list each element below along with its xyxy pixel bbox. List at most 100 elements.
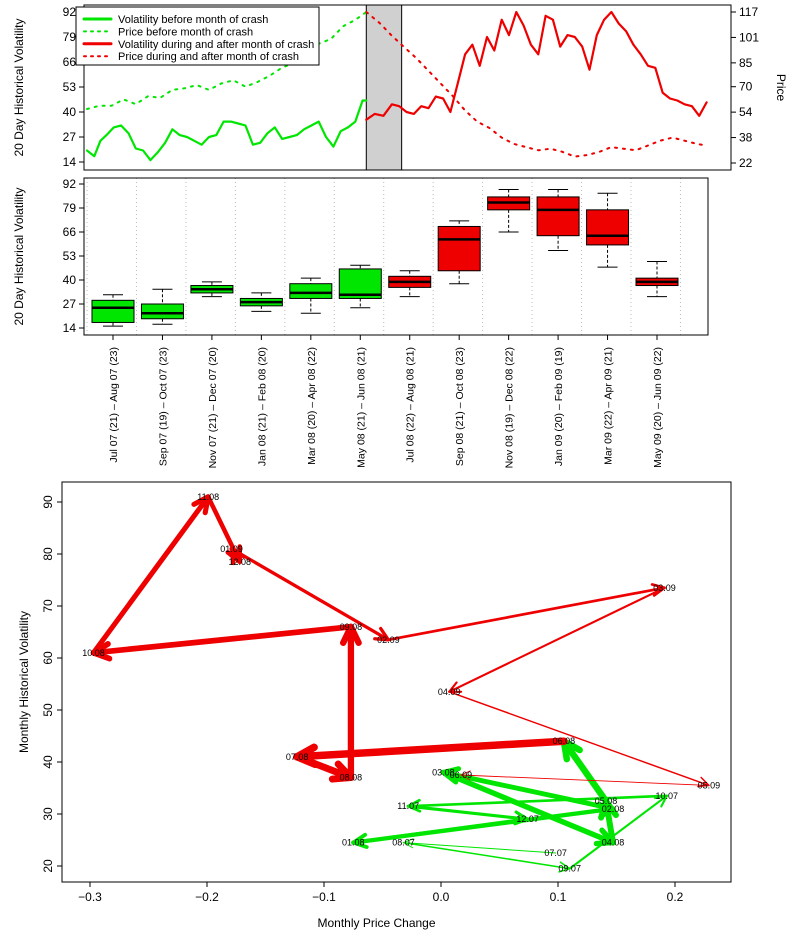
price-change-vs-volatility-panel: 07.07 08.07 09.07 10.07 11.07 12.07 01.08 02.08… xyxy=(17,481,732,930)
arrow-shaft xyxy=(90,623,354,656)
timeseries-legend: Volatility before month of crash Price b… xyxy=(75,6,320,66)
point-label-02-08: 02.08 xyxy=(602,804,625,814)
box-5 xyxy=(289,277,333,314)
box-6 xyxy=(338,264,382,309)
category-label-8: Nov 08 (19) – Dec 08 (22) xyxy=(504,347,516,468)
point-label-10-07: 10.07 xyxy=(656,791,679,801)
category-label-6: Jul 08 (22) – Aug 08 (21) xyxy=(405,347,417,463)
timeseries-y-axis-label: 20 Day Historical Volatility xyxy=(12,18,26,156)
y-tick-label-3: 53 xyxy=(63,249,77,263)
y-tick-label-6: 80 xyxy=(41,547,55,561)
volatility-boxplot-panel: 14 27 40 53 66 79 92 Jul 07 (21) – Aug 07 (23)… xyxy=(12,177,709,468)
y-tick-label-1: 27 xyxy=(63,130,77,144)
box-body xyxy=(437,225,481,272)
arrow-shaft xyxy=(351,806,616,845)
series-line-0 xyxy=(85,99,368,162)
x-tick-label-0: −0.3 xyxy=(78,890,102,904)
point-label-01-09: 01.09 xyxy=(220,544,243,554)
category-label-2: Nov 07 (21) – Dec 07 (20) xyxy=(207,347,219,468)
path-arrow-21 xyxy=(448,691,710,788)
y-tick-label-2: 40 xyxy=(41,755,55,769)
y2-tick-label-2: 54 xyxy=(739,105,753,119)
box-12 xyxy=(635,261,679,298)
box-body xyxy=(586,209,630,246)
arrow-shaft xyxy=(406,794,669,808)
arrow-shaft xyxy=(229,547,391,642)
arrow-shaft xyxy=(602,798,616,846)
y-tick-label-3: 50 xyxy=(41,703,55,717)
path-arrow-20 xyxy=(448,586,666,693)
point-label-04-08: 04.08 xyxy=(602,838,625,848)
y-tick-label-5: 79 xyxy=(63,30,77,44)
scatter-y-axis: 20 30 40 50 60 70 80 90 xyxy=(41,495,62,873)
legend-box xyxy=(75,6,320,66)
arrow-shaft xyxy=(406,804,530,821)
arrow-shaft xyxy=(448,586,666,693)
legend-label-price-before: Price before month of crash xyxy=(118,26,253,38)
category-label-9: Jan 09 (20) – Feb 09 (19) xyxy=(553,347,565,466)
point-label-07-07: 07.07 xyxy=(544,848,567,858)
point-label-01-08: 01.08 xyxy=(342,838,365,848)
y2-tick-label-3: 70 xyxy=(739,80,753,94)
y-tick-label-4: 60 xyxy=(41,651,55,665)
y-tick-label-1: 27 xyxy=(63,297,77,311)
arrow-shaft xyxy=(440,769,616,846)
box-body xyxy=(91,299,135,323)
volatility-price-timeseries-panel: 14 27 40 53 66 79 92 22 38 54 70 85 101 117 20 Day H… xyxy=(12,4,788,171)
scatter-x-axis: −0.3 −0.2 −0.1 0.0 0.1 0.2 xyxy=(78,882,684,904)
legend-label-volatility-after: Volatility during and after month of cra… xyxy=(118,39,314,51)
box-8 xyxy=(437,220,481,285)
point-label-06-09: 06.09 xyxy=(450,770,473,780)
y2-tick-label-6: 117 xyxy=(739,5,758,19)
box-9 xyxy=(487,189,531,233)
y2-tick-label-4: 85 xyxy=(739,56,753,70)
box-1 xyxy=(91,294,135,327)
series-line-1 xyxy=(86,11,368,110)
monthly-path-arrows xyxy=(90,494,710,873)
point-label-10-08: 10.08 xyxy=(82,648,105,658)
timeseries-right-axis-label: Price xyxy=(774,74,788,102)
box-body xyxy=(536,196,580,237)
y-tick-label-5: 70 xyxy=(41,599,55,613)
point-label-03-09: 03.09 xyxy=(653,583,676,593)
y2-tick-label-1: 38 xyxy=(739,131,753,145)
category-label-1: Sep 07 (19) – Oct 07 (23) xyxy=(157,347,169,466)
x-tick-label-3: 0.0 xyxy=(433,890,450,904)
arrow-shaft xyxy=(387,586,666,642)
path-arrow-10 xyxy=(560,737,610,805)
point-label-06-08: 06.08 xyxy=(553,736,576,746)
y-tick-label-4: 66 xyxy=(63,225,77,239)
arrow-shaft xyxy=(293,753,355,782)
path-arrow-19 xyxy=(387,583,666,642)
month-point-labels: 07.07 08.07 09.07 10.07 11.07 12.07 01.08 02.08… xyxy=(82,492,720,874)
point-label-03-08: 03.08 xyxy=(432,767,455,777)
x-tick-label-2: −0.1 xyxy=(312,890,336,904)
arrow-shaft xyxy=(448,691,710,787)
arrow-shaft xyxy=(560,737,610,805)
timeseries-left-axis: 14 27 40 53 66 79 92 xyxy=(63,5,84,169)
point-label-08-07: 08.07 xyxy=(392,838,415,848)
point-label-07-08: 07.08 xyxy=(286,752,309,762)
y-tick-label-6: 92 xyxy=(63,177,77,191)
box-3 xyxy=(190,281,234,298)
category-label-11: May 09 (20) – Jun 09 (22) xyxy=(652,347,664,468)
y-tick-label-2: 40 xyxy=(63,273,77,287)
arrow-shaft xyxy=(460,774,710,786)
point-label-12-08: 12.08 xyxy=(228,557,251,567)
x-tick-label-4: 0.1 xyxy=(550,890,567,904)
crash-month-shade xyxy=(365,4,403,171)
path-arrow-8 xyxy=(440,769,616,847)
series-line-3 xyxy=(365,11,708,158)
y2-tick-label-5: 101 xyxy=(739,30,759,44)
arrow-shaft xyxy=(90,494,211,656)
x-tick-label-5: 0.2 xyxy=(667,890,684,904)
boxplot-y-axis: 14 27 40 53 66 79 92 xyxy=(63,177,84,335)
box-10 xyxy=(536,189,580,251)
category-label-4: Mar 08 (20) – Apr 08 (22) xyxy=(306,347,318,465)
legend-label-price-after: Price during and after month of crash xyxy=(118,51,299,63)
y-tick-label-5: 79 xyxy=(63,201,77,215)
path-arrow-22 xyxy=(460,770,710,786)
point-label-09-08: 09.08 xyxy=(340,622,363,632)
point-label-05-09: 05.09 xyxy=(698,780,721,790)
category-label-3: Jan 08 (21) – Feb 08 (20) xyxy=(256,347,268,466)
